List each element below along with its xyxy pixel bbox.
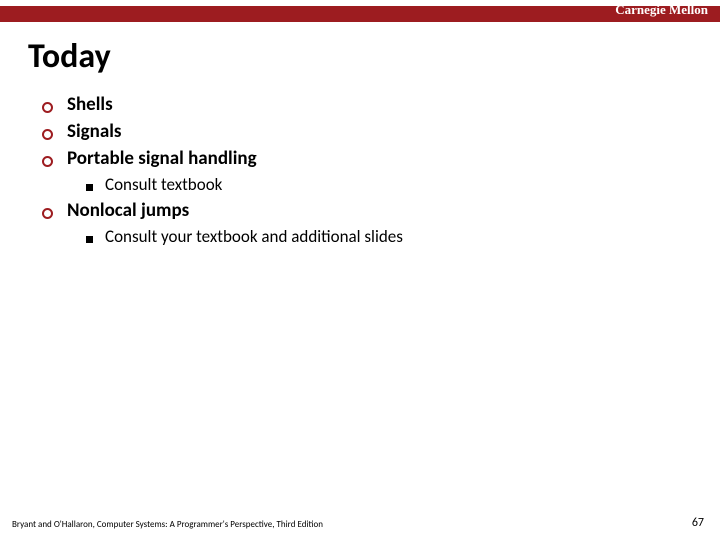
list-item-label: Portable signal handling <box>67 147 257 170</box>
page-title: Today <box>28 36 720 77</box>
sub-list-item: Consult your textbook and additional sli… <box>86 226 720 247</box>
sub-list-item: Consult textbook <box>86 174 720 195</box>
ring-bullet-icon <box>42 208 53 219</box>
ring-bullet-icon <box>42 102 53 113</box>
list-item: Portable signal handling <box>42 147 720 170</box>
sub-list-item-label: Consult your textbook and additional sli… <box>105 226 403 247</box>
ring-bullet-icon <box>42 129 53 140</box>
sub-list-item-label: Consult textbook <box>105 174 222 195</box>
header-bar-fill <box>0 6 720 22</box>
list-item-label: Nonlocal jumps <box>67 199 189 222</box>
header-bar: Carnegie Mellon <box>0 0 720 22</box>
list-item: Shells <box>42 93 720 116</box>
content-area: Shells Signals Portable signal handling … <box>42 93 720 247</box>
footer-citation: Bryant and O'Hallaron, Computer Systems:… <box>12 519 323 530</box>
branding-text: Carnegie Mellon <box>615 2 708 18</box>
list-item: Nonlocal jumps <box>42 199 720 222</box>
list-item: Signals <box>42 120 720 143</box>
list-item-label: Shells <box>67 93 113 116</box>
square-bullet-icon <box>86 184 93 191</box>
square-bullet-icon <box>86 236 93 243</box>
ring-bullet-icon <box>42 156 53 167</box>
page-number: 67 <box>692 516 704 530</box>
list-item-label: Signals <box>67 120 121 143</box>
